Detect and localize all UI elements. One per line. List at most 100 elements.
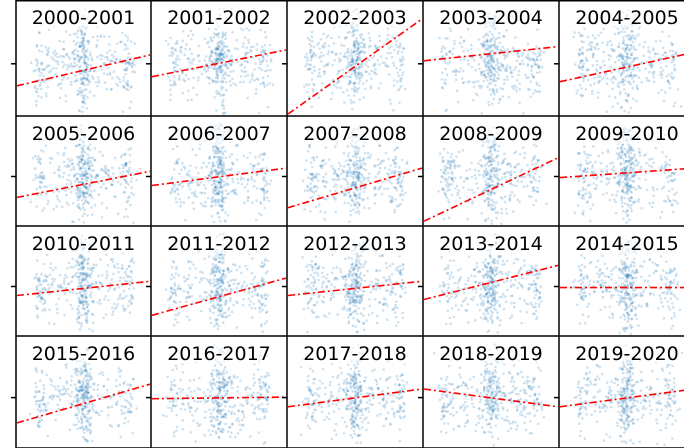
scatter-point [606,77,609,80]
scatter-point [303,207,306,211]
scatter-point [82,100,85,104]
scatter-point [626,74,629,77]
scatter-point [47,288,50,291]
scatter-point [629,43,633,47]
scatter-point [112,310,115,314]
scatter-point [334,210,338,214]
scatter-point [80,82,83,85]
scatter-point [480,85,484,88]
scatter-point [35,272,38,276]
scatter-point [534,179,537,182]
scatter-point [492,191,496,195]
scatter-point [355,59,358,63]
scatter-point [47,28,51,32]
scatter-point [517,69,521,73]
scatter-point [66,63,69,67]
scatter-point [582,210,585,213]
scatter-point [252,184,256,188]
scatter-point [203,257,206,261]
scatter-point [132,59,136,62]
scatter-point [212,149,215,152]
scatter-point [96,35,99,38]
scatter-point [445,108,448,111]
scatter-point [621,62,624,66]
scatter-point [240,176,243,179]
scatter-point [605,82,609,85]
scatter-point [220,70,224,74]
scatter-point [317,173,321,176]
scatter-point [580,33,583,37]
scatter-point [263,85,267,89]
scatter-point [109,88,113,91]
scatter-point [221,57,224,61]
scatter-point [628,48,632,51]
scatter-point [251,56,254,59]
scatter-point [40,273,43,276]
scatter-point [126,83,129,87]
scatter-point [444,82,448,86]
scatter-point [601,41,604,45]
scatter-point [197,53,201,57]
scatter-point [56,284,60,287]
scatter-point [65,182,69,186]
scatter-point [592,145,595,148]
scatter-point [356,88,359,91]
scatter-point [599,180,603,183]
scatter-point [240,182,244,186]
scatter-point [532,74,535,78]
scatter-point [589,47,593,51]
scatter-point [644,178,647,182]
scatter-point [472,58,476,62]
scatter-point [80,301,83,305]
scatter-point [46,64,49,68]
scatter-point [103,297,106,301]
scatter-point [458,70,461,73]
scatter-point [474,68,477,72]
scatter-point [221,53,225,56]
scatter-point [169,93,173,96]
scatter-point [216,47,220,50]
scatter-point [489,59,492,62]
scatter-point [515,89,518,93]
scatter-point [87,160,90,163]
scatter-point [215,92,219,96]
scatter-point [215,109,218,112]
scatter-point [174,62,177,65]
scatter-point [80,100,84,104]
scatter-point [80,77,83,80]
scatter-point [91,283,95,286]
scatter-point [79,65,82,68]
scatter-point [590,45,593,48]
scatter-point [212,35,216,39]
scatter-point [254,62,257,65]
scatter-point [477,38,481,41]
scatter-point [597,47,600,51]
scatter-point [172,60,175,64]
scatter-point [84,199,87,202]
scatter-point [392,109,395,112]
scatter-point [476,94,479,97]
scatter-point [462,69,465,73]
scatter-point [591,164,594,167]
scatter-point [532,58,535,61]
scatter-point [188,61,191,64]
scatter-point [369,85,373,88]
scatter-point [242,177,245,181]
scatter-point [102,35,106,38]
scatter-point [498,97,502,101]
scatter-point [357,201,360,205]
scatter-point [216,42,219,45]
scatter-point [131,65,134,69]
scatter-point [214,60,218,63]
scatter-point [359,63,363,66]
scatter-point [487,103,491,107]
scatter-point [133,42,137,45]
scatter-point [606,177,610,181]
scatter-point [74,264,77,267]
scatter-point [396,80,399,83]
scatter-point [357,77,361,80]
scatter-point [222,295,225,298]
scatter-point [99,35,102,39]
scatter-point [466,177,470,180]
scatter-point [126,215,129,218]
